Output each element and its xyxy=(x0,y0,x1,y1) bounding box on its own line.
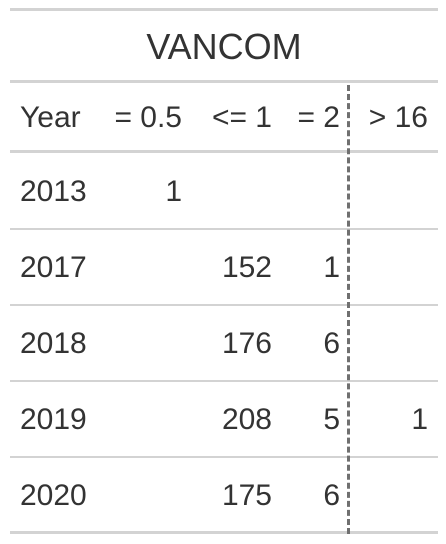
row-divider xyxy=(10,380,438,382)
column-header-le-1: <= 1 xyxy=(211,101,272,134)
cell-year: 2019 xyxy=(20,403,87,436)
cell-gt-16 xyxy=(352,153,428,228)
cell-gt-16 xyxy=(352,229,428,304)
cell-gt-16: 1 xyxy=(411,403,428,436)
cell-le-1: 175 xyxy=(221,479,272,512)
cell-eq-2: 6 xyxy=(323,479,340,512)
table-title: VANCOM xyxy=(146,26,302,67)
column-header-eq-0-5: = 0.5 xyxy=(114,101,182,134)
cell-year: 2020 xyxy=(20,479,87,512)
cell-eq-0-5 xyxy=(110,305,182,380)
row-divider xyxy=(10,304,438,306)
cell-le-1: 176 xyxy=(221,327,272,360)
cell-eq-2: 6 xyxy=(323,327,340,360)
table-top-rule xyxy=(10,8,438,11)
row-divider xyxy=(10,456,438,458)
cell-gt-16 xyxy=(352,305,428,380)
data-table: VANCOM Year = 0.5 <= 1 = 2 > 16 2013 1 2… xyxy=(10,8,438,536)
cell-le-1 xyxy=(190,153,272,228)
column-header-year: Year xyxy=(20,101,81,134)
cell-gt-16 xyxy=(352,457,428,532)
cell-eq-2 xyxy=(280,153,340,228)
cell-eq-0-5 xyxy=(110,457,182,532)
header-rule xyxy=(10,150,438,153)
cell-year: 2018 xyxy=(20,327,87,360)
table-bottom-rule xyxy=(10,531,438,534)
cell-eq-2: 1 xyxy=(323,251,340,284)
column-header-gt-16: > 16 xyxy=(368,101,428,134)
cell-year: 2017 xyxy=(20,251,87,284)
column-divider-dashed xyxy=(347,85,350,534)
cell-le-1: 208 xyxy=(221,403,272,436)
cell-eq-2: 5 xyxy=(323,403,340,436)
cell-eq-0-5 xyxy=(110,381,182,456)
row-divider xyxy=(10,228,438,230)
cell-le-1: 152 xyxy=(221,251,272,284)
cell-eq-0-5: 1 xyxy=(165,175,182,208)
cell-eq-0-5 xyxy=(110,229,182,304)
column-header-eq-2: = 2 xyxy=(297,101,340,134)
title-rule xyxy=(10,80,438,83)
cell-year: 2013 xyxy=(20,175,87,208)
